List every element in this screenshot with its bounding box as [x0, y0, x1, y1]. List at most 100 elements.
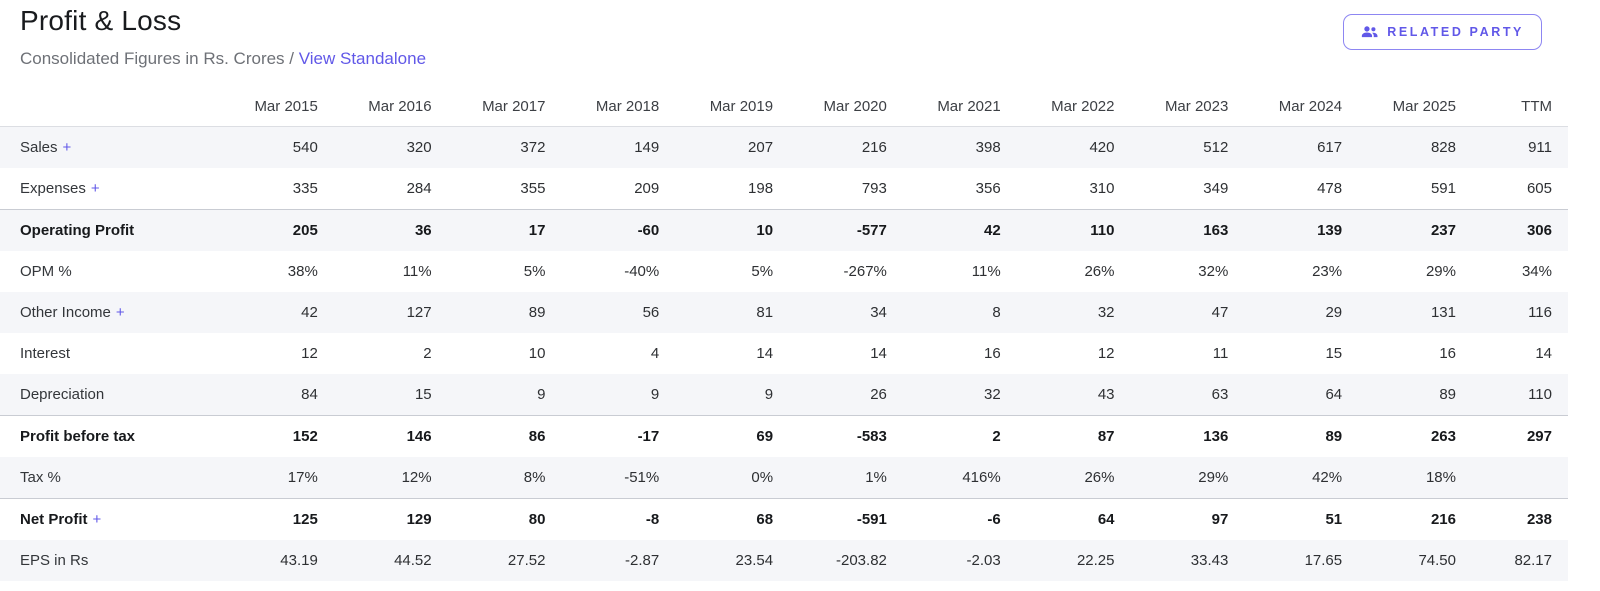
value-cell: 14: [870, 345, 887, 362]
view-standalone-link[interactable]: View Standalone: [298, 49, 427, 68]
value-cell: 74.50: [1418, 552, 1456, 569]
row-label-cell[interactable]: Other Income +: [0, 292, 220, 333]
value-cell: 139: [1317, 222, 1343, 239]
row-label: Expenses: [20, 180, 86, 197]
value-cell: 8%: [523, 469, 546, 486]
value-cell: 125: [292, 511, 318, 528]
value-cell: 33.43: [1190, 552, 1229, 569]
value-cell: 89: [1325, 428, 1343, 445]
value-cell: 44.52: [394, 552, 432, 569]
value-cell: -6: [987, 511, 1001, 528]
value-cell: 793: [861, 180, 887, 197]
value-cell: 306: [1526, 222, 1552, 239]
table-row: Profit before tax 152 146 86 -17 69 -583 2 87 136…: [0, 415, 1568, 458]
value-cell: 10: [528, 345, 546, 362]
row-label-cell[interactable]: Expenses +: [0, 168, 220, 210]
value-cell: 12: [301, 345, 318, 362]
column-header: Mar 2017: [447, 87, 562, 127]
value-cell: 68: [756, 511, 774, 528]
value-cell: 64: [1097, 511, 1115, 528]
value-cell: 14: [756, 345, 774, 362]
column-header: TTM: [1472, 87, 1568, 127]
subtitle-text: Consolidated Figures in Rs. Crores /: [20, 49, 299, 68]
value-cell: 478: [1317, 180, 1343, 197]
value-cell: 97: [1211, 511, 1229, 528]
subtitle: Consolidated Figures in Rs. Crores / Vie…: [20, 48, 1568, 70]
value-cell: 355: [520, 180, 546, 197]
users-icon: [1361, 25, 1378, 39]
value-cell: 82.17: [1514, 552, 1552, 569]
value-cell: 86: [528, 428, 546, 445]
related-party-button[interactable]: RELATED PARTY: [1343, 14, 1542, 50]
value-cell: 89: [1439, 386, 1456, 403]
value-cell: 8: [992, 304, 1001, 321]
column-header: Mar 2023: [1130, 87, 1245, 127]
expand-row-button[interactable]: +: [92, 511, 102, 528]
pnl-table: Mar 2015 Mar 2016 Mar 2017 Mar 2018 Mar 2019…: [0, 87, 1568, 581]
expand-row-button[interactable]: +: [62, 139, 72, 156]
value-cell: 18%: [1425, 469, 1456, 486]
value-cell: 15: [1325, 345, 1343, 362]
value-cell: 22.25: [1076, 552, 1115, 569]
row-label: OPM %: [20, 263, 72, 280]
value-cell: -2.87: [625, 552, 660, 569]
value-cell: 43.19: [280, 552, 318, 569]
value-cell: -583: [856, 428, 887, 445]
value-cell: 9: [650, 386, 660, 403]
value-cell: 23%: [1312, 263, 1343, 280]
value-cell: 209: [634, 180, 660, 197]
related-party-label: RELATED PARTY: [1387, 25, 1524, 39]
value-cell: 12%: [401, 469, 432, 486]
section-header: Profit & Loss Consolidated Figures in Rs…: [0, 0, 1600, 70]
value-cell: 11: [1212, 345, 1229, 362]
value-cell: 131: [1430, 304, 1456, 321]
value-cell: 0%: [751, 469, 774, 486]
table-row: Net Profit +125 129 80 -8 68 -591 -6 64 97 51 216 23…: [0, 498, 1568, 541]
value-cell: 198: [748, 180, 774, 197]
value-cell: 47: [1211, 304, 1229, 321]
value-cell: 146: [406, 428, 432, 445]
value-cell: 17.65: [1304, 552, 1343, 569]
value-cell: 12: [1097, 345, 1115, 362]
value-cell: -577: [856, 222, 887, 239]
value-cell: 36: [414, 222, 432, 239]
value-cell: 38%: [287, 263, 318, 280]
value-cell: 828: [1430, 139, 1456, 156]
table-row: Expenses +335 284 355 209 198 793 356 310 349 478 5…: [0, 168, 1568, 210]
row-label: Net Profit: [20, 511, 88, 528]
value-cell: 5%: [523, 263, 546, 280]
row-label-cell: EPS in Rs: [0, 540, 220, 581]
row-label-cell[interactable]: Net Profit +: [0, 499, 220, 541]
value-cell: 80: [528, 511, 546, 528]
value-cell: 398: [975, 139, 1001, 156]
value-cell: 42: [984, 222, 1001, 239]
value-cell: 263: [1430, 428, 1456, 445]
value-cell: 238: [1526, 511, 1552, 528]
expand-row-button[interactable]: +: [115, 304, 125, 321]
row-label-cell: Depreciation: [0, 374, 220, 416]
value-cell: -51%: [624, 469, 660, 486]
row-label-cell[interactable]: Sales +: [0, 127, 220, 169]
value-cell: 16: [984, 345, 1001, 362]
value-cell: 605: [1526, 180, 1552, 197]
value-cell: 63: [1211, 386, 1229, 403]
value-cell: 69: [756, 428, 774, 445]
table-row: Operating Profit 205 36 17 -60 10 -577 42 110 163…: [0, 209, 1568, 251]
value-cell: -40%: [624, 263, 660, 280]
value-cell: 349: [1203, 180, 1229, 197]
value-cell: 27.52: [507, 552, 546, 569]
column-header: Mar 2019: [675, 87, 790, 127]
table-row: Sales +540 320 372 149 207 216 398 420 512 617 828 9…: [0, 126, 1568, 169]
table-row: EPS in Rs 43.19 44.52 27.52 -2.87 23.54 -203.8…: [0, 540, 1568, 581]
row-label: Depreciation: [20, 386, 105, 403]
value-cell: 149: [634, 139, 660, 156]
expand-row-button[interactable]: +: [90, 180, 100, 197]
value-cell: 81: [756, 304, 774, 321]
value-cell: -267%: [843, 263, 887, 280]
column-header: Mar 2021: [902, 87, 1017, 127]
value-cell: 26%: [1084, 469, 1115, 486]
value-cell: 512: [1203, 139, 1229, 156]
row-label: Operating Profit: [20, 222, 135, 239]
value-cell: 372: [520, 139, 546, 156]
value-cell: 216: [1430, 511, 1456, 528]
